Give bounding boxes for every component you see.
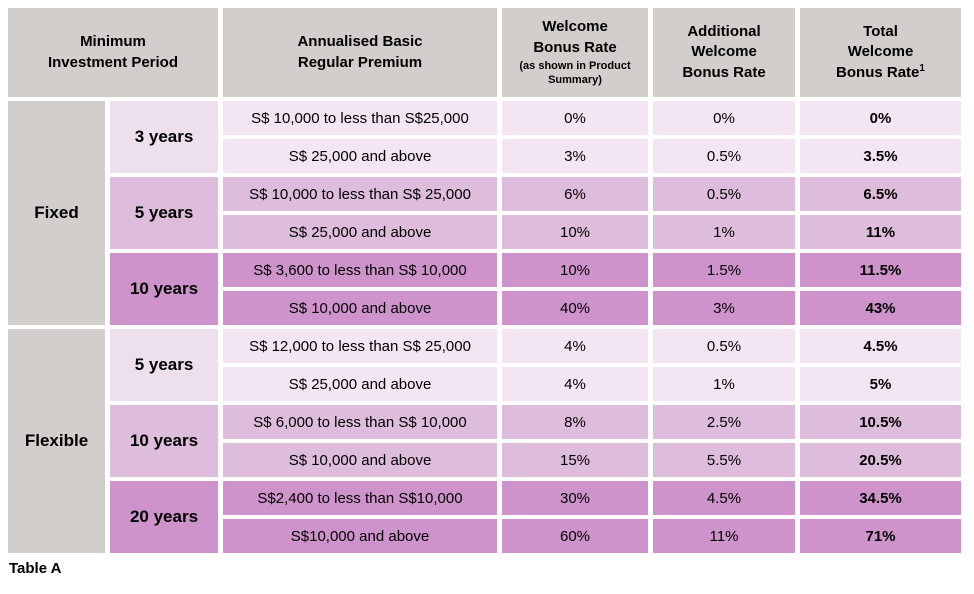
years-cell-flexible-20y: 20 years — [110, 481, 218, 553]
total-rate-cell: 11.5% — [800, 253, 961, 287]
years-cell-fixed-10y: 10 years — [110, 253, 218, 325]
welcome-rate-cell: 4% — [502, 329, 648, 363]
header-additional-welcome-bonus-rate: Additional Welcome Bonus Rate — [653, 8, 795, 97]
additional-rate-cell: 0% — [653, 101, 795, 135]
additional-rate-cell: 0.5% — [653, 177, 795, 211]
additional-rate-cell: 5.5% — [653, 443, 795, 477]
bonus-rate-table: Minimum Investment Period Annualised Bas… — [8, 8, 961, 553]
premium-cell: S$ 10,000 and above — [223, 291, 497, 325]
premium-cell: S$ 10,000 and above — [223, 443, 497, 477]
total-rate-cell: 4.5% — [800, 329, 961, 363]
total-rate-cell: 5% — [800, 367, 961, 401]
additional-rate-cell: 0.5% — [653, 139, 795, 173]
welcome-rate-cell: 15% — [502, 443, 648, 477]
years-cell-fixed-3y: 3 years — [110, 101, 218, 173]
welcome-rate-cell: 0% — [502, 101, 648, 135]
header-total-welcome-bonus-rate: Total Welcome Bonus Rate1 — [800, 8, 961, 97]
welcome-rate-cell: 4% — [502, 367, 648, 401]
total-rate-cell: 10.5% — [800, 405, 961, 439]
premium-cell: S$ 10,000 to less than S$25,000 — [223, 101, 497, 135]
premium-cell: S$ 12,000 to less than S$ 25,000 — [223, 329, 497, 363]
header-welcome-bonus-rate-note: (as shown in Product Summary) — [519, 59, 631, 87]
additional-rate-cell: 0.5% — [653, 329, 795, 363]
additional-rate-cell: 1% — [653, 367, 795, 401]
additional-rate-cell: 1% — [653, 215, 795, 249]
additional-rate-cell: 1.5% — [653, 253, 795, 287]
total-rate-cell: 43% — [800, 291, 961, 325]
additional-rate-cell: 11% — [653, 519, 795, 553]
additional-rate-cell: 2.5% — [653, 405, 795, 439]
welcome-rate-cell: 8% — [502, 405, 648, 439]
welcome-rate-cell: 40% — [502, 291, 648, 325]
premium-cell: S$ 10,000 to less than S$ 25,000 — [223, 177, 497, 211]
premium-cell: S$ 25,000 and above — [223, 139, 497, 173]
welcome-rate-cell: 6% — [502, 177, 648, 211]
header-min-investment-period: Minimum Investment Period — [8, 8, 218, 97]
total-rate-cell: 3.5% — [800, 139, 961, 173]
welcome-rate-cell: 10% — [502, 215, 648, 249]
total-rate-cell: 20.5% — [800, 443, 961, 477]
total-rate-cell: 0% — [800, 101, 961, 135]
premium-cell: S$ 3,600 to less than S$ 10,000 — [223, 253, 497, 287]
welcome-rate-cell: 3% — [502, 139, 648, 173]
header-welcome-bonus-rate: Welcome Bonus Rate (as shown in Product … — [502, 8, 648, 97]
years-cell-fixed-5y: 5 years — [110, 177, 218, 249]
header-welcome-bonus-rate-title: Welcome Bonus Rate — [533, 18, 617, 56]
total-rate-cell: 71% — [800, 519, 961, 553]
additional-rate-cell: 3% — [653, 291, 795, 325]
table-caption: Table A — [9, 560, 62, 577]
total-rate-cell: 34.5% — [800, 481, 961, 515]
header-annualised-basic-regular-premium: Annualised Basic Regular Premium — [223, 8, 497, 97]
header-total-last-line: Bonus Rate1 — [836, 62, 925, 81]
page: Minimum Investment Period Annualised Bas… — [8, 8, 961, 577]
premium-cell: S$ 25,000 and above — [223, 367, 497, 401]
footnote-superscript: 1 — [919, 62, 925, 74]
premium-cell: S$2,400 to less than S$10,000 — [223, 481, 497, 515]
welcome-rate-cell: 30% — [502, 481, 648, 515]
header-total-welcome-lines: Total Welcome — [847, 23, 914, 61]
premium-cell: S$10,000 and above — [223, 519, 497, 553]
welcome-rate-cell: 10% — [502, 253, 648, 287]
total-rate-cell: 6.5% — [800, 177, 961, 211]
total-rate-cell: 11% — [800, 215, 961, 249]
section-label-fixed: Fixed — [8, 101, 105, 325]
section-label-flexible: Flexible — [8, 329, 105, 553]
premium-cell: S$ 6,000 to less than S$ 10,000 — [223, 405, 497, 439]
welcome-rate-cell: 60% — [502, 519, 648, 553]
additional-rate-cell: 4.5% — [653, 481, 795, 515]
years-cell-flexible-10y: 10 years — [110, 405, 218, 477]
years-cell-flexible-5y: 5 years — [110, 329, 218, 401]
premium-cell: S$ 25,000 and above — [223, 215, 497, 249]
